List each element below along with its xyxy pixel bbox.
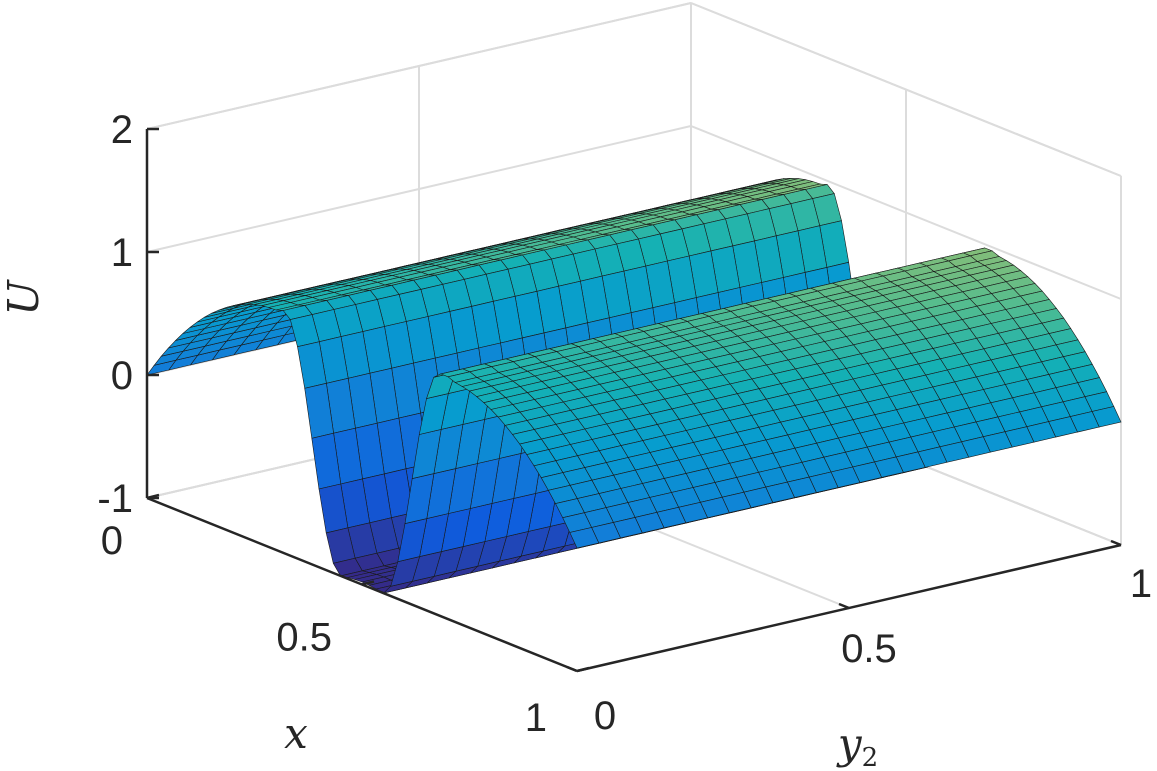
z-tick-label: 2: [111, 108, 133, 152]
y-axis-label: y2: [836, 719, 878, 771]
x-axis-label: x: [284, 709, 308, 758]
y-tick-label: 0.5: [841, 627, 897, 671]
y-tick-label: 1: [1130, 562, 1152, 606]
y-tick-mark: [566, 665, 578, 673]
x-tick-mark: [361, 580, 375, 586]
x-tick-label: 0: [101, 519, 123, 563]
y-tick-label: 0: [594, 694, 616, 738]
z-axis-label: U: [0, 279, 48, 316]
x-tick-label: 0.5: [276, 616, 332, 660]
x-tick-mark: [576, 666, 590, 673]
z-tick-label: -1: [97, 477, 133, 521]
x-tick-label: 1: [525, 696, 547, 740]
y-tick-mark: [1110, 539, 1122, 547]
surface-face: [569, 527, 600, 549]
z-tick-label: 1: [111, 231, 133, 275]
y-axis-label-subscript: 2: [862, 743, 879, 771]
x-tick-mark: [146, 493, 160, 500]
y-axis-label-main: y: [836, 719, 863, 768]
y-tick-mark: [838, 602, 850, 610]
surface-mesh: [146, 177, 1122, 594]
z-tick-label: 0: [111, 354, 133, 398]
